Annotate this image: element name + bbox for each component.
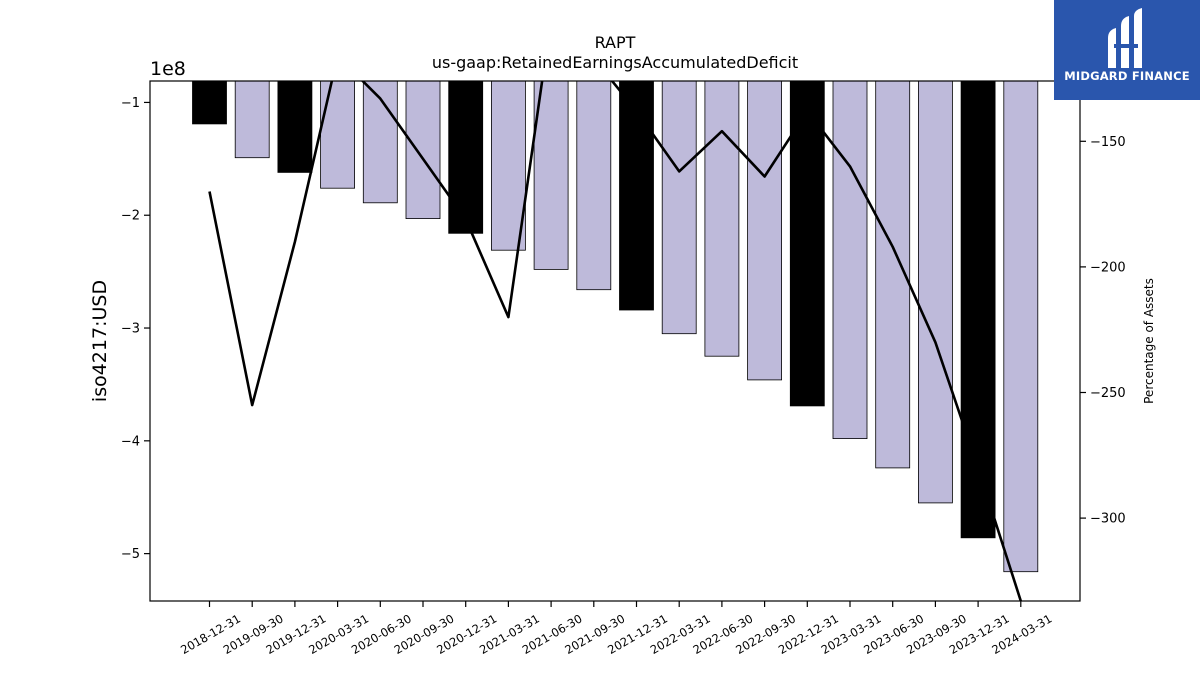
y-tick-label: −3 bbox=[121, 322, 140, 337]
logo-text: MIDGARD FINANCE bbox=[1064, 69, 1190, 83]
y-tick-label: −4 bbox=[121, 434, 140, 449]
y-scale-label: 1e8 bbox=[150, 58, 186, 80]
line-layer bbox=[208, 81, 1023, 601]
chart-subtitle: us-gaap:RetainedEarningsAccumulatedDefic… bbox=[432, 53, 798, 72]
bar bbox=[277, 80, 313, 173]
y2-tick-label: −300 bbox=[1090, 512, 1126, 527]
plot-frame bbox=[149, 80, 1081, 602]
bar bbox=[448, 80, 484, 234]
y-tick-label: −2 bbox=[121, 209, 140, 224]
bar bbox=[234, 80, 270, 159]
bar bbox=[490, 80, 526, 251]
bar bbox=[918, 80, 953, 504]
percentage-line bbox=[208, 81, 1023, 601]
bar bbox=[747, 80, 782, 381]
bars-layer bbox=[192, 80, 1039, 573]
bar bbox=[704, 80, 740, 357]
bar bbox=[619, 80, 654, 311]
bar bbox=[661, 80, 697, 335]
bar bbox=[960, 80, 996, 539]
y-tick-label: −1 bbox=[121, 96, 140, 111]
bar bbox=[192, 80, 227, 125]
y2-tick-label: −150 bbox=[1090, 135, 1126, 150]
midgard-finance-logo: MIDGARD FINANCE bbox=[1054, 0, 1200, 100]
y2-tick-label: −200 bbox=[1090, 260, 1126, 275]
bar bbox=[320, 80, 356, 189]
y-axis-label: iso4217:USD bbox=[89, 280, 111, 402]
bar bbox=[362, 80, 398, 204]
bar bbox=[576, 80, 612, 291]
y-tick-label: −5 bbox=[121, 547, 140, 562]
logo-mark-icon bbox=[1108, 8, 1142, 68]
bar bbox=[789, 80, 825, 407]
y2-axis-label: Percentage of Assets bbox=[1142, 278, 1156, 404]
bar bbox=[405, 80, 441, 220]
y2-tick-label: −250 bbox=[1090, 386, 1126, 401]
bar bbox=[832, 80, 868, 440]
bar bbox=[1003, 80, 1039, 573]
chart-title: RAPT bbox=[595, 33, 636, 52]
